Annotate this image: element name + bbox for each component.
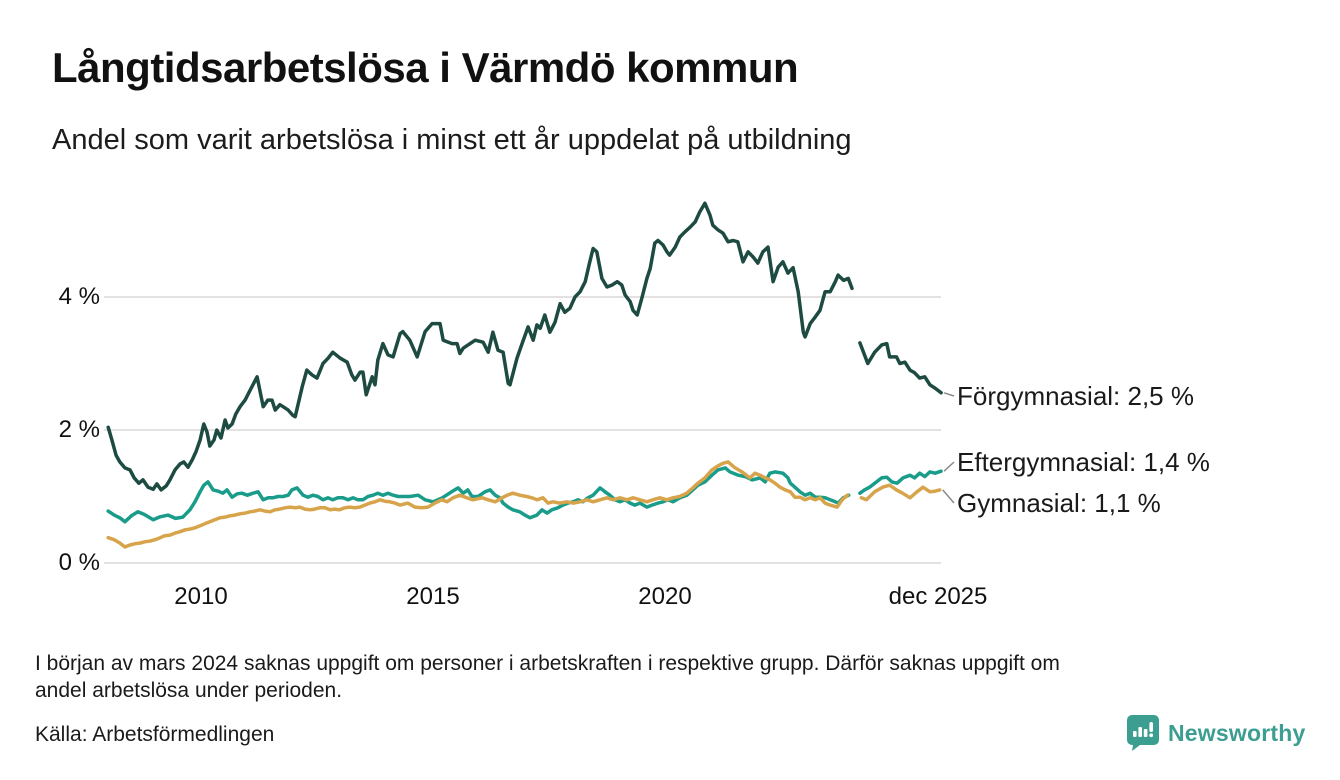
source-attribution: Källa: Arbetsförmedlingen — [35, 723, 275, 746]
series-line-gymnasial — [106, 460, 850, 549]
series-label-gymnasial: Gymnasial: 1,1 % — [957, 488, 1161, 518]
chart-subtitle: Andel som varit arbetslösa i minst ett å… — [52, 124, 852, 156]
y-axis-tick-0: 0 % — [58, 549, 100, 576]
y-axis-tick-2: 2 % — [58, 416, 100, 443]
x-axis-tick-2010: 2010 — [174, 583, 228, 610]
label-connector-gymnasial — [942, 489, 955, 504]
label-connector-förgymnasial — [943, 392, 955, 397]
y-axis-tick-4: 4 % — [58, 283, 100, 310]
newsworthy-icon — [1127, 715, 1159, 751]
x-axis-tick-dec-2025: dec 2025 — [888, 583, 988, 610]
x-axis-tick-2020: 2020 — [638, 583, 692, 610]
series-line-förgymnasial — [858, 341, 943, 395]
series-line-förgymnasial — [106, 201, 854, 492]
x-axis-tick-2015: 2015 — [406, 583, 460, 610]
footnote-line-1: I början av mars 2024 saknas uppgift om … — [35, 652, 1060, 675]
newsworthy-wordmark: Newsworthy — [1168, 719, 1306, 746]
label-connector-eftergymnasial — [943, 461, 955, 472]
page-title: Långtidsarbetslösa i Värmdö kommun — [52, 44, 799, 91]
series-line-eftergymnasial — [858, 469, 943, 495]
series-label-forgymnasial: Förgymnasial: 2,5 % — [957, 381, 1194, 411]
newsworthy-logo: Newsworthy — [1126, 714, 1305, 752]
series-line-eftergymnasial — [106, 466, 851, 524]
series-line-gymnasial — [859, 483, 942, 502]
line-chart — [104, 201, 955, 564]
series-label-eftergymnasial: Eftergymnasial: 1,4 % — [957, 447, 1210, 477]
footnote-line-2: andel arbetslösa under perioden. — [35, 679, 343, 702]
